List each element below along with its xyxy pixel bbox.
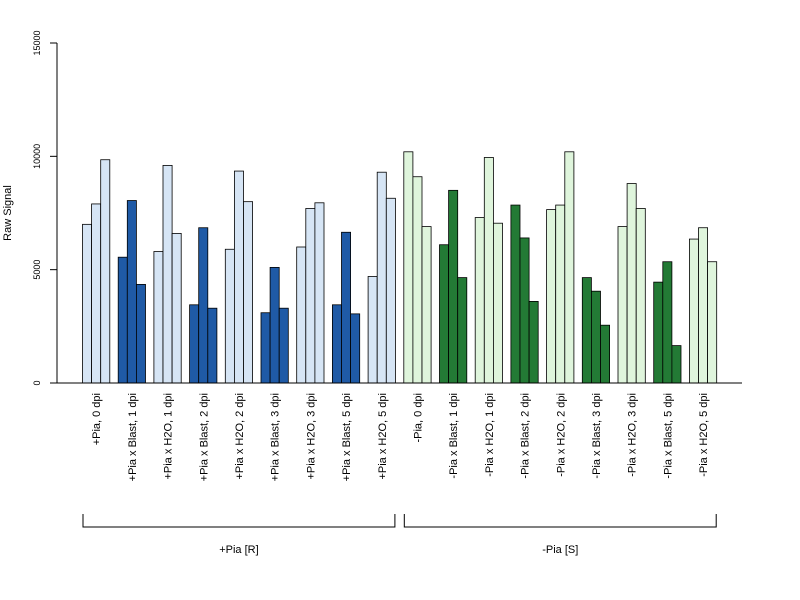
bar xyxy=(671,345,682,384)
x-tick-label: +Pia x Blast, 5 dpi xyxy=(341,393,353,481)
bar xyxy=(439,244,450,384)
x-tick-label: -Pia x Blast, 3 dpi xyxy=(591,393,603,479)
bars-layer xyxy=(82,151,718,384)
bar xyxy=(162,164,173,384)
bar xyxy=(600,324,611,384)
x-tick-labels: +Pia, 0 dpi +Pia x Blast, 1 dpi +Pia x H2O… xyxy=(91,393,710,481)
bar xyxy=(635,208,646,384)
bar xyxy=(207,307,218,384)
bar xyxy=(698,227,709,384)
bar xyxy=(367,276,378,384)
bar xyxy=(233,170,244,384)
bar xyxy=(555,204,566,384)
bar xyxy=(519,237,530,384)
x-tick-label: +Pia x Blast, 2 dpi xyxy=(198,393,210,481)
bar xyxy=(198,227,209,384)
x-tick-label: -Pia x Blast, 1 dpi xyxy=(448,393,460,479)
bar xyxy=(269,266,280,384)
x-tick-label: +Pia x H2O, 1 dpi xyxy=(163,393,175,480)
bar xyxy=(591,290,601,384)
bar xyxy=(617,226,628,384)
bar xyxy=(171,232,182,384)
bar xyxy=(243,201,254,384)
bar xyxy=(314,202,325,384)
bar xyxy=(135,283,146,384)
bar xyxy=(189,304,200,384)
bar xyxy=(403,151,414,384)
bar xyxy=(305,208,316,384)
x-tick-label: -Pia x H2O, 5 dpi xyxy=(698,393,710,477)
x-tick-label: +Pia, 0 dpi xyxy=(91,393,103,445)
y-tick-label: 0 xyxy=(32,380,42,385)
bar xyxy=(331,304,342,384)
y-tick-label: 5000 xyxy=(32,260,42,280)
bar xyxy=(260,312,271,384)
bar xyxy=(126,200,137,384)
y-axis-label: Raw Signal xyxy=(2,185,14,241)
bar xyxy=(278,307,289,384)
bar xyxy=(483,157,494,384)
x-tick-label: +Pia x H2O, 2 dpi xyxy=(234,393,246,480)
group-label: -Pia [S] xyxy=(542,544,578,556)
bar xyxy=(224,248,235,384)
group-bracket xyxy=(403,514,717,528)
group-label: +Pia [R] xyxy=(219,544,258,556)
group-brackets: +Pia [R] -Pia [S] xyxy=(82,514,717,556)
bar xyxy=(662,261,673,384)
x-tick-label: -Pia x H2O, 2 dpi xyxy=(555,393,567,477)
bar xyxy=(100,159,111,384)
bar xyxy=(510,204,521,384)
x-tick-label: +Pia x H2O, 5 dpi xyxy=(377,393,389,480)
bar xyxy=(376,171,387,384)
bar xyxy=(91,203,102,384)
bar xyxy=(153,251,164,384)
bar xyxy=(564,151,575,384)
bar xyxy=(385,197,396,384)
x-tick-label: +Pia x Blast, 3 dpi xyxy=(270,393,282,481)
bar xyxy=(421,226,432,384)
x-tick-label: -Pia x H2O, 1 dpi xyxy=(484,393,496,477)
bar xyxy=(448,189,459,384)
x-tick-label: -Pia x H2O, 3 dpi xyxy=(627,393,639,477)
bar xyxy=(653,281,664,384)
bar xyxy=(117,256,128,384)
x-tick-label: -Pia x Blast, 2 dpi xyxy=(520,393,532,479)
y-tick-label: 15000 xyxy=(32,30,42,55)
bar xyxy=(341,231,352,384)
x-tick-label: -Pia x Blast, 5 dpi xyxy=(662,393,674,479)
bar xyxy=(626,183,637,384)
y-tick-label: 10000 xyxy=(32,144,42,169)
bar xyxy=(457,277,468,384)
bar xyxy=(474,217,485,384)
bar xyxy=(492,222,503,384)
y-axis: 0 5000 10000 15000 xyxy=(32,30,58,386)
bar xyxy=(528,300,539,384)
bar xyxy=(707,261,718,384)
bar xyxy=(350,313,361,384)
bar xyxy=(689,238,699,384)
x-tick-label: -Pia, 0 dpi xyxy=(412,393,424,443)
bar xyxy=(412,176,423,384)
bar xyxy=(581,277,592,384)
bar xyxy=(82,223,93,384)
x-tick-label: +Pia x Blast, 1 dpi xyxy=(127,393,139,481)
bar xyxy=(296,246,307,384)
bar xyxy=(546,209,557,384)
group-bracket xyxy=(82,514,396,528)
x-tick-label: +Pia x H2O, 3 dpi xyxy=(305,393,317,480)
